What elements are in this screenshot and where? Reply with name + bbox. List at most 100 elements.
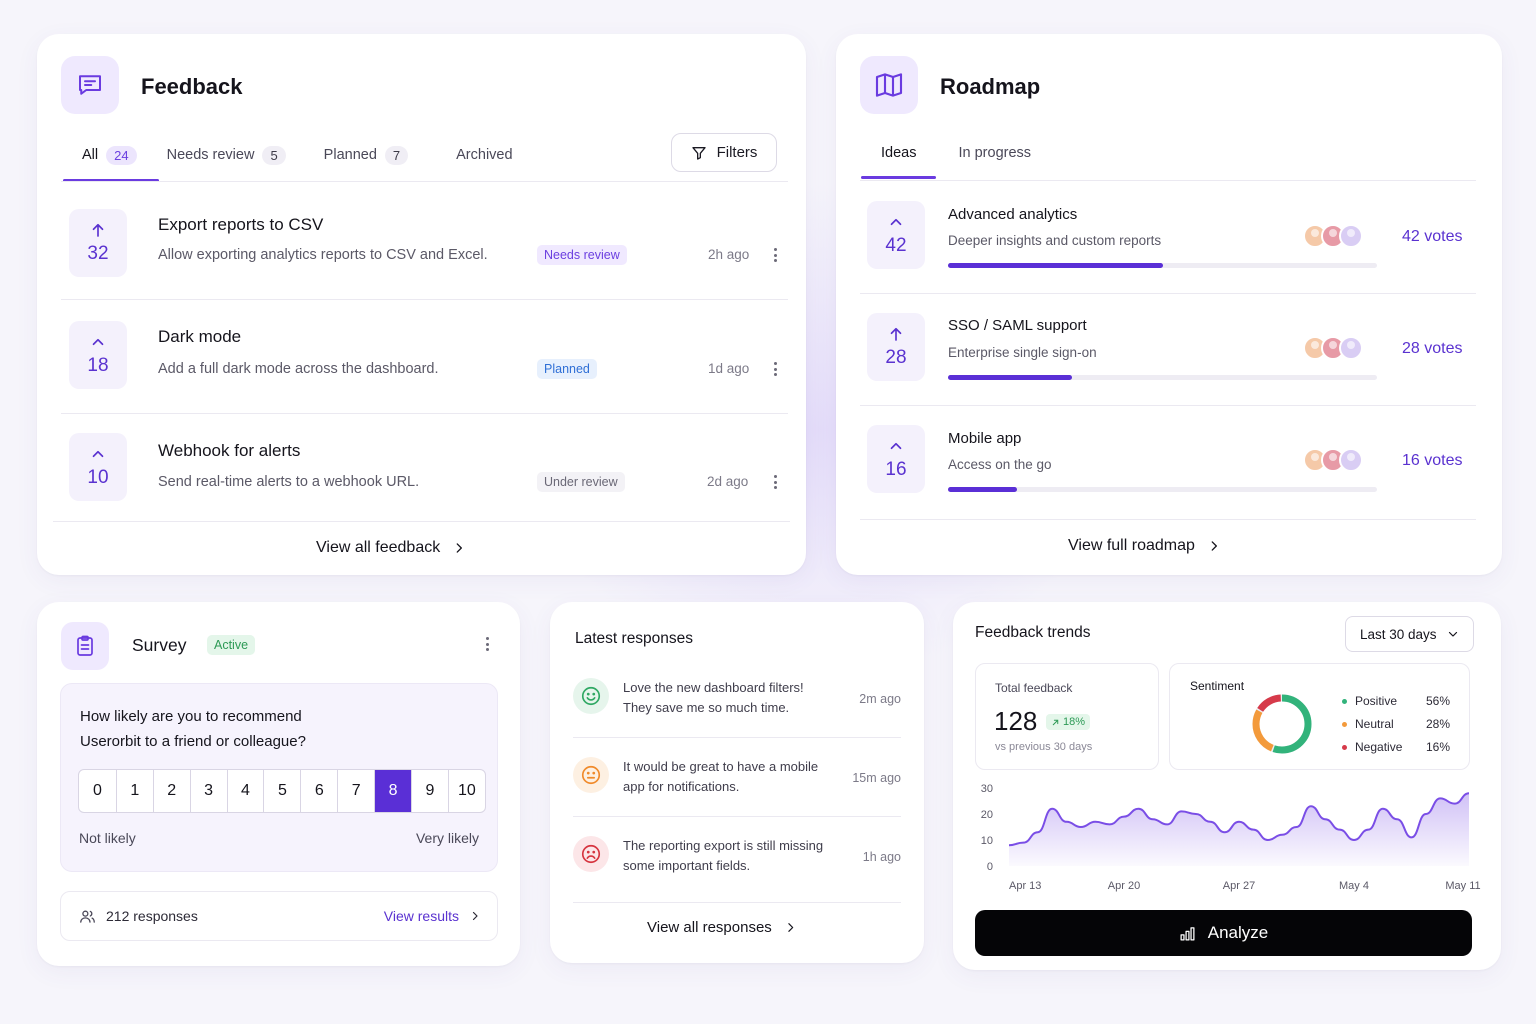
- tab-archived[interactable]: Archived: [456, 132, 512, 178]
- chat-bubble-icon: [79, 75, 101, 95]
- avatar: [1339, 448, 1363, 472]
- legend-dot-negative: [1342, 744, 1347, 750]
- tab-planned[interactable]: Planned 7: [324, 132, 409, 178]
- upvote-button[interactable]: 42: [867, 201, 925, 269]
- scale-option-3[interactable]: 3: [189, 770, 227, 812]
- progress-fill: [948, 375, 1073, 380]
- responses-bar: 212 responses View results: [60, 891, 498, 941]
- vote-count: 42: [885, 235, 907, 256]
- trend-chart: 30 20 10 0 Apr 13 Apr 20 Apr 27 May 4 May 11: [981, 783, 1481, 892]
- scale-option-1[interactable]: 1: [115, 770, 153, 812]
- scale-option-5[interactable]: 5: [263, 770, 300, 812]
- votes-label: 28 votes: [1402, 340, 1463, 357]
- scale-option-6[interactable]: 6: [300, 770, 337, 812]
- feedback-item-title[interactable]: Export reports to CSV: [158, 215, 324, 234]
- scale-option-0[interactable]: 0: [92, 782, 102, 799]
- feedback-trends-title: Feedback trends: [975, 624, 1091, 641]
- feedback-title: Feedback: [141, 74, 243, 99]
- y-tick-label: 10: [981, 835, 993, 847]
- upvote-button[interactable]: 16: [867, 425, 925, 493]
- trend-up-icon: [1052, 719, 1059, 725]
- view-results-link[interactable]: View results: [384, 908, 481, 924]
- donut-slice-positive: [1252, 694, 1312, 754]
- legend-value: 56%: [1425, 694, 1450, 708]
- change-badge: 18%: [1046, 714, 1091, 730]
- view-full-roadmap-link[interactable]: View full roadmap: [1068, 537, 1221, 555]
- survey-card: Survey Active How likely are you to reco…: [37, 602, 520, 966]
- users-icon: [80, 910, 95, 923]
- tab-archived-label: Archived: [456, 147, 513, 163]
- more-options-icon[interactable]: [483, 635, 491, 653]
- progress-bar: [948, 375, 1377, 380]
- roadmap-card: Roadmap Ideas In progress 42 Advanced an…: [836, 34, 1502, 575]
- survey-question: How likely are you to recommend Userorbi…: [80, 704, 306, 754]
- change-value: 18%: [1063, 716, 1086, 728]
- chevron-right-icon: [472, 911, 478, 921]
- roadmap-tab-underline: [861, 176, 936, 179]
- view-all-feedback-label: View all feedback: [316, 539, 441, 556]
- feedback-tabs: All 24 Needs review 5 Planned 7 Archived: [82, 132, 513, 178]
- vote-count: 32: [87, 243, 109, 264]
- survey-question-line2: Userorbit to a friend or colleague?: [80, 733, 306, 750]
- row-divider: [573, 816, 901, 817]
- scale-option-10[interactable]: 10: [447, 770, 485, 812]
- scale-option-4[interactable]: 4: [226, 770, 264, 812]
- feedback-item-title[interactable]: Dark mode: [158, 327, 242, 346]
- upvote-button[interactable]: 18: [69, 321, 127, 389]
- date-range-dropdown[interactable]: Last 30 days: [1345, 616, 1474, 652]
- response-line2: some important fields.: [623, 858, 751, 873]
- status-badge: Needs review: [537, 245, 627, 265]
- roadmap-item-title[interactable]: Mobile app: [948, 430, 1022, 447]
- tab-all[interactable]: All 24: [82, 132, 137, 178]
- view-all-responses-link[interactable]: View all responses: [647, 919, 797, 936]
- legend-name: Positive: [1355, 694, 1398, 708]
- more-options-icon[interactable]: [771, 246, 779, 264]
- upvote-button[interactable]: 32: [69, 209, 127, 277]
- upvote-button[interactable]: 10: [69, 433, 127, 501]
- filters-button[interactable]: Filters: [671, 133, 777, 172]
- tab-needs-review-label: Needs review: [166, 147, 255, 163]
- roadmap-item-desc: Deeper insights and custom reports: [948, 233, 1162, 248]
- avatar: [1339, 224, 1363, 248]
- response-text: It would be great to have a mobile app f…: [623, 757, 843, 797]
- scale-option-7[interactable]: 7: [337, 770, 374, 812]
- vote-count: 28: [885, 347, 907, 368]
- responses-count: 212 responses: [106, 908, 198, 924]
- roadmap-item-title[interactable]: Advanced analytics: [948, 206, 1078, 223]
- roadmap-item-desc: Enterprise single sign-on: [948, 345, 1097, 360]
- row-divider: [573, 902, 901, 903]
- feedback-item-desc: Send real-time alerts to a webhook URL.: [158, 474, 420, 490]
- view-all-feedback-link[interactable]: View all feedback: [316, 539, 466, 557]
- x-tick-label: May 11: [1445, 880, 1480, 892]
- feedback-trends-card: Feedback trends Last 30 days Total feedb…: [953, 602, 1501, 970]
- legend-value: 16%: [1425, 740, 1450, 754]
- tab-in-progress[interactable]: In progress: [958, 130, 1031, 176]
- chevron-right-icon: [1211, 541, 1217, 551]
- scale-option-9[interactable]: 9: [411, 770, 448, 812]
- view-full-roadmap-label: View full roadmap: [1068, 537, 1195, 554]
- status-badge: Planned: [537, 359, 597, 379]
- upvote-button[interactable]: 28: [867, 313, 925, 381]
- latest-responses-title: Latest responses: [575, 630, 694, 647]
- scale-option-8[interactable]: 8: [374, 770, 412, 812]
- chevron-up-icon: [890, 218, 902, 226]
- more-options-icon[interactable]: [771, 360, 779, 378]
- view-results-label: View results: [383, 908, 459, 924]
- analyze-button[interactable]: Analyze: [975, 910, 1472, 956]
- more-options-icon[interactable]: [771, 473, 779, 491]
- sentiment-box: Sentiment Positive 56% Neutral 28% Negat…: [1169, 663, 1470, 770]
- row-divider: [860, 519, 1476, 520]
- chevron-up-icon: [890, 442, 902, 450]
- roadmap-item-desc: Access on the go: [948, 457, 1052, 472]
- response-time: 2m ago: [859, 692, 901, 706]
- roadmap-item-title[interactable]: SSO / SAML support: [948, 317, 1087, 334]
- scale-option-2[interactable]: 2: [152, 770, 190, 812]
- tab-in-progress-label: In progress: [958, 145, 1032, 161]
- row-divider: [860, 405, 1476, 406]
- tab-ideas[interactable]: Ideas: [881, 130, 916, 176]
- item-time: 2d ago: [707, 474, 749, 489]
- tab-needs-review[interactable]: Needs review 5: [167, 132, 286, 178]
- feedback-item-title[interactable]: Webhook for alerts: [158, 441, 301, 460]
- y-tick-label: 30: [981, 783, 993, 795]
- filter-icon: [691, 146, 706, 160]
